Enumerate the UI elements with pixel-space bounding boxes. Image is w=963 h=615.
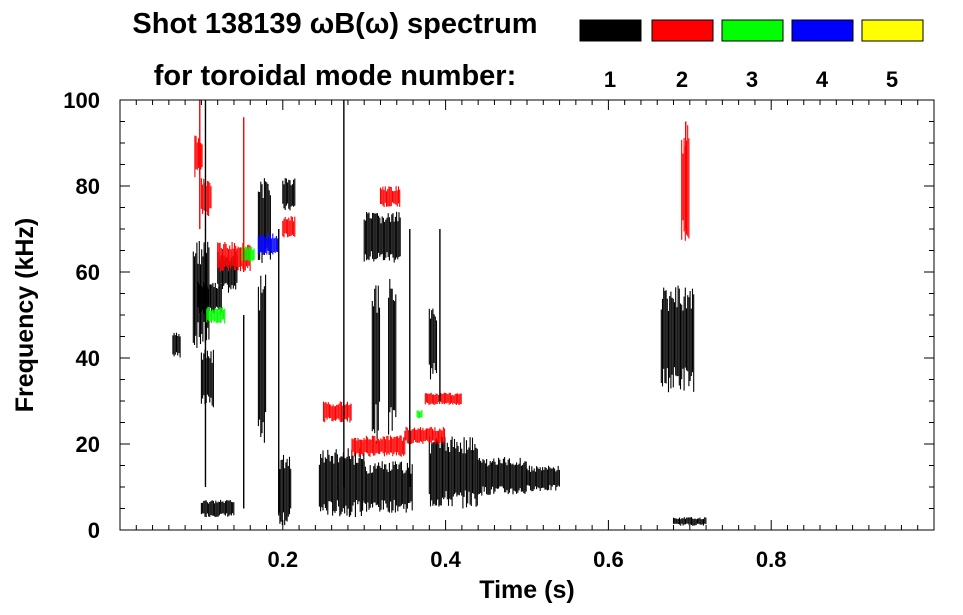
y-axis-label: Frequency (kHz) [11, 218, 39, 412]
legend-label-mode-3: 3 [746, 67, 758, 92]
x-tick-label: 0.2 [268, 547, 299, 572]
x-tick-label: 0.4 [430, 547, 461, 572]
axis-ticks: 0 20 40 60 80 100 0.2 0.4 0.6 0.8 [63, 88, 934, 572]
y-tick-label: 60 [76, 260, 100, 285]
legend-label-mode-2: 2 [676, 67, 688, 92]
spectrum-region-mode-1 [363, 211, 401, 263]
y-tick-label: 80 [76, 174, 100, 199]
spectrum-region-mode-1 [363, 461, 413, 513]
spectrum-region-mode-1 [388, 279, 397, 435]
y-tick-label: 0 [88, 518, 100, 543]
x-tick-label: 0.6 [593, 547, 624, 572]
spectrum-region-mode-2 [282, 216, 296, 238]
x-axis-label: Time (s) [479, 576, 574, 604]
legend-swatch-mode-4 [791, 19, 854, 42]
chart-title-line1: Shot 138139 ωB(ω) spectrum [132, 8, 537, 40]
spectrum-region-mode-1 [318, 448, 365, 517]
legend-swatch-mode-1 [579, 19, 642, 42]
spectrum-region-mode-1 [278, 454, 292, 526]
chart-title-line2: for toroidal mode number: [154, 60, 517, 92]
spectrum-region-mode-1 [282, 178, 296, 211]
spectrum-region-mode-1 [172, 332, 181, 358]
spectrum-region-mode-1 [257, 274, 267, 443]
spectrum-region-mode-2 [404, 426, 446, 444]
legend-swatch-mode-5 [861, 19, 924, 42]
legend-swatch-mode-3 [721, 19, 784, 42]
spectrum-region-mode-1 [660, 285, 695, 393]
spectrum-region-mode-1 [200, 499, 235, 518]
legend: 1 2 3 4 5 [579, 19, 924, 92]
spectrum-region-mode-2 [351, 435, 406, 457]
spectrum-region-mode-2 [200, 178, 212, 216]
spectrum-region-mode-3 [416, 409, 423, 419]
legend-label-mode-1: 1 [604, 67, 616, 92]
spectrum-region-mode-2 [194, 135, 203, 178]
y-tick-label: 40 [76, 346, 100, 371]
spectrum-region-mode-1 [477, 457, 527, 496]
y-tick-label: 100 [63, 88, 100, 113]
spectrum-region-mode-1 [672, 517, 707, 526]
legend-swatch-mode-2 [651, 19, 714, 42]
spectrum-region-mode-2 [322, 401, 352, 423]
legend-label-mode-5: 5 [886, 67, 898, 92]
spectrum-region-mode-2 [379, 186, 401, 208]
spectrum-region-mode-1 [428, 436, 478, 509]
plot-area [172, 100, 707, 526]
spectrum-region-mode-2 [424, 392, 462, 405]
x-tick-label: 0.8 [756, 547, 787, 572]
spectrum-region-mode-1 [428, 308, 438, 380]
spectrum-region-mode-1 [526, 465, 560, 492]
y-tick-label: 20 [76, 432, 100, 457]
spectrum-region-mode-4 [257, 233, 279, 255]
spectrum-region-mode-1 [371, 285, 381, 444]
plot-frame [119, 99, 935, 531]
spectrum-region-mode-1 [200, 349, 214, 408]
legend-label-mode-4: 4 [816, 67, 829, 92]
